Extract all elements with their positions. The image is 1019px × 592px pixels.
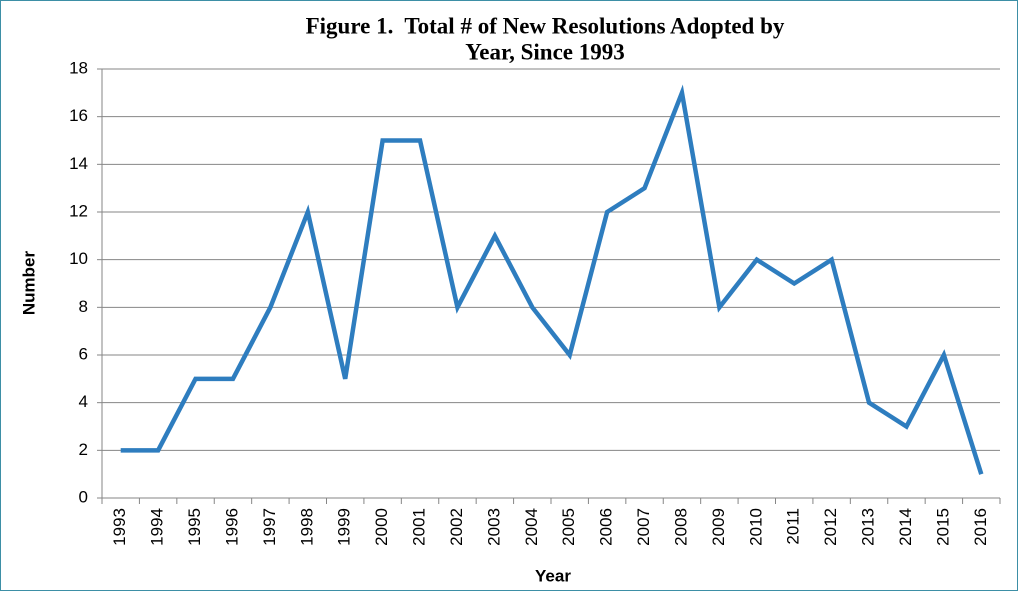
x-tick-label: 1996 (222, 508, 241, 546)
x-tick-label: 2000 (372, 508, 391, 546)
x-tick-label: 2016 (971, 508, 990, 546)
x-tick-label: 1993 (110, 508, 129, 546)
x-tick-label: 2014 (896, 508, 915, 546)
x-tick-label: 2005 (559, 508, 578, 546)
x-tick-label: 2007 (634, 508, 653, 546)
chart-title: Year, Since 1993 (465, 39, 625, 64)
y-tick-label: 18 (69, 58, 88, 77)
x-tick-label: 2013 (859, 508, 878, 546)
x-tick-label: 2003 (484, 508, 503, 546)
x-tick-label: 2006 (597, 508, 616, 546)
x-tick-label: 2015 (933, 508, 952, 546)
data-line (120, 84, 984, 475)
x-tick-label: 2012 (821, 508, 840, 546)
y-tick-label: 12 (69, 201, 88, 220)
y-tick-label: 4 (79, 392, 88, 411)
x-tick-label: 2004 (522, 508, 541, 546)
x-tick-label: 2002 (447, 508, 466, 546)
y-tick-label: 2 (79, 440, 88, 459)
x-tick-label: 1998 (297, 508, 316, 546)
y-tick-label: 0 (79, 487, 88, 506)
x-tick-label: 1995 (185, 508, 204, 546)
x-axis-label: Year (535, 566, 571, 585)
y-axis-label: Number (19, 251, 38, 316)
x-tick-label: 1999 (335, 508, 354, 546)
x-tick-label: 2008 (671, 508, 690, 546)
x-tick-label: 1997 (260, 508, 279, 546)
x-tick-label: 2010 (746, 508, 765, 546)
y-tick-label: 6 (79, 344, 88, 363)
x-tick-label: 2011 (784, 508, 803, 545)
y-tick-label: 10 (69, 249, 88, 268)
y-tick-label: 16 (69, 106, 88, 125)
y-tick-label: 8 (79, 297, 88, 316)
y-tick-label: 14 (69, 154, 88, 173)
chart-title: Figure 1. Total # of New Resolutions Ado… (306, 13, 785, 38)
x-tick-label: 1994 (148, 508, 167, 546)
x-tick-label: 2009 (709, 508, 728, 546)
x-tick-label: 2001 (410, 508, 429, 546)
